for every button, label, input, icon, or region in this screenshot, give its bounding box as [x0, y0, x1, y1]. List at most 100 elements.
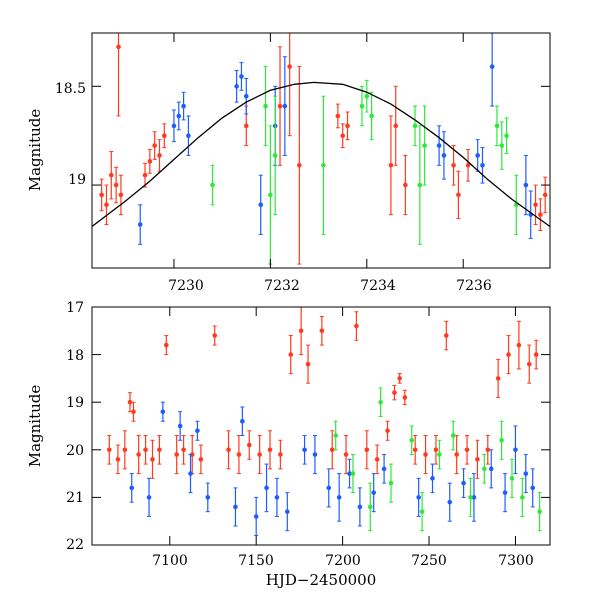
- bottom-red-marker-39: [464, 447, 470, 453]
- top-red-marker-11: [243, 123, 249, 129]
- top-red-point-12: [277, 46, 283, 166]
- top-red-marker-16: [340, 133, 345, 138]
- bottom-red-marker-41: [485, 447, 491, 453]
- bottom-ytick-label-4: 21: [66, 490, 84, 506]
- top-red-marker-3: [113, 182, 119, 188]
- bottom-red-marker-20: [278, 452, 283, 457]
- bottom-red-point-8: [157, 435, 162, 465]
- bottom-red-point-31: [392, 385, 397, 401]
- bottom-green-point-8: [450, 420, 456, 451]
- top-green-point-2: [268, 125, 273, 265]
- bottom-red-marker-32: [397, 376, 402, 381]
- top-red-marker-4: [116, 44, 121, 50]
- top-blue-point-1: [171, 109, 177, 143]
- bottom-blue-point-19: [371, 473, 377, 513]
- bottom-red-point-4: [131, 401, 136, 422]
- top-blue-point-15: [489, 33, 495, 107]
- top-blue-marker-1: [171, 123, 177, 129]
- top-blue-marker-0: [137, 222, 143, 227]
- bottom-ytick-label-5: 22: [66, 537, 84, 553]
- top-blue-point-5: [234, 70, 239, 103]
- bottom-blue-point-14: [312, 435, 318, 475]
- top-green-point-4: [321, 95, 326, 235]
- top-red-point-22: [456, 170, 461, 220]
- bottom-red-point-44: [516, 320, 522, 370]
- bottom-green-point-1: [350, 454, 356, 494]
- bottom-red-point-30: [385, 420, 390, 441]
- bottom-red-point-33: [402, 389, 408, 406]
- bottom-red-point-42: [495, 358, 501, 398]
- bottom-red-point-38: [454, 435, 459, 475]
- bottom-red-point-3: [127, 392, 133, 413]
- top-red-marker-23: [465, 163, 471, 168]
- bottom-ytick-label-0: 17: [66, 300, 84, 316]
- top-red-marker-21: [451, 163, 456, 168]
- top-blue-point-0: [137, 204, 143, 245]
- top-green-marker-13: [504, 133, 509, 138]
- bottom-red-marker-21: [288, 352, 294, 357]
- top-red-point-25: [538, 198, 543, 231]
- bottom-blue-marker-19: [371, 490, 377, 495]
- top-blue-marker-5: [234, 84, 239, 89]
- top-green-point-10: [422, 105, 427, 186]
- bottom-green-marker-13: [520, 495, 525, 500]
- bottom-green-point-11: [499, 420, 504, 460]
- bottom-blue-point-10: [264, 463, 269, 513]
- top-red-marker-25: [538, 212, 543, 217]
- bottom-axis-ticks: [92, 306, 550, 546]
- bottom-green-marker-12: [509, 476, 515, 481]
- bottom-red-point-35: [423, 435, 428, 475]
- bottom-blue-point-4: [188, 454, 193, 494]
- bottom-red-point-17: [246, 430, 252, 460]
- bottom-ytick-label-1: 18: [66, 348, 84, 364]
- bottom-xtick-label-4: 7300: [498, 553, 534, 569]
- bottom-blue-point-28: [513, 425, 518, 475]
- bottom-blue-point-6: [205, 482, 211, 513]
- top-red-marker-26: [542, 192, 548, 198]
- top-red-point-21: [451, 145, 456, 186]
- bottom-green-point-0: [333, 420, 338, 451]
- bottom-blue-point-11: [274, 477, 280, 517]
- bottom-xtick-label-3: 7250: [411, 553, 447, 569]
- top-ylabel: Magnitude: [26, 109, 44, 192]
- bottom-green-marker-8: [450, 433, 456, 438]
- bottom-red-marker-13: [198, 457, 204, 462]
- bottom-green-point-13: [520, 477, 525, 517]
- bottom-green-marker-9: [468, 495, 473, 500]
- top-green-marker-3: [272, 153, 278, 158]
- bottom-red-marker-0: [106, 447, 112, 453]
- bottom-blue-marker-6: [205, 495, 211, 500]
- bottom-red-marker-24: [319, 328, 325, 334]
- top-red-marker-0: [99, 192, 104, 198]
- top-blue-marker-8: [258, 202, 264, 208]
- top-red-marker-10: [162, 133, 167, 138]
- top-green-point-8: [412, 105, 418, 147]
- top-blue-point-16: [523, 154, 529, 216]
- top-data-series: [99, 33, 548, 265]
- bottom-red-point-21: [288, 335, 294, 375]
- bottom-blue-marker-30: [530, 485, 536, 491]
- bottom-red-marker-14: [212, 333, 218, 338]
- top-green-point-9: [417, 125, 423, 245]
- bottom-blue-point-17: [347, 458, 352, 489]
- bottom-blue-point-29: [523, 454, 529, 494]
- top-red-point-3: [113, 166, 119, 204]
- bottom-red-marker-4: [131, 409, 136, 415]
- bottom-green-point-2: [367, 482, 373, 532]
- bottom-green-marker-11: [499, 437, 504, 443]
- top-blue-marker-15: [489, 64, 495, 69]
- bottom-red-marker-37: [444, 333, 449, 338]
- top-ytick-label-1: 19: [68, 172, 86, 188]
- bottom-red-point-0: [106, 435, 112, 465]
- bottom-green-point-9: [468, 477, 473, 517]
- bottom-red-marker-10: [174, 452, 179, 457]
- bottom-blue-point-21: [416, 477, 421, 517]
- bottom-red-marker-17: [246, 442, 252, 448]
- bottom-red-point-10: [174, 435, 179, 475]
- bottom-blue-marker-13: [302, 447, 307, 453]
- top-red-point-26: [542, 176, 548, 214]
- top-red-point-19: [393, 85, 399, 166]
- top-xtick-label-1: 7232: [264, 278, 300, 294]
- bottom-green-marker-0: [333, 433, 338, 438]
